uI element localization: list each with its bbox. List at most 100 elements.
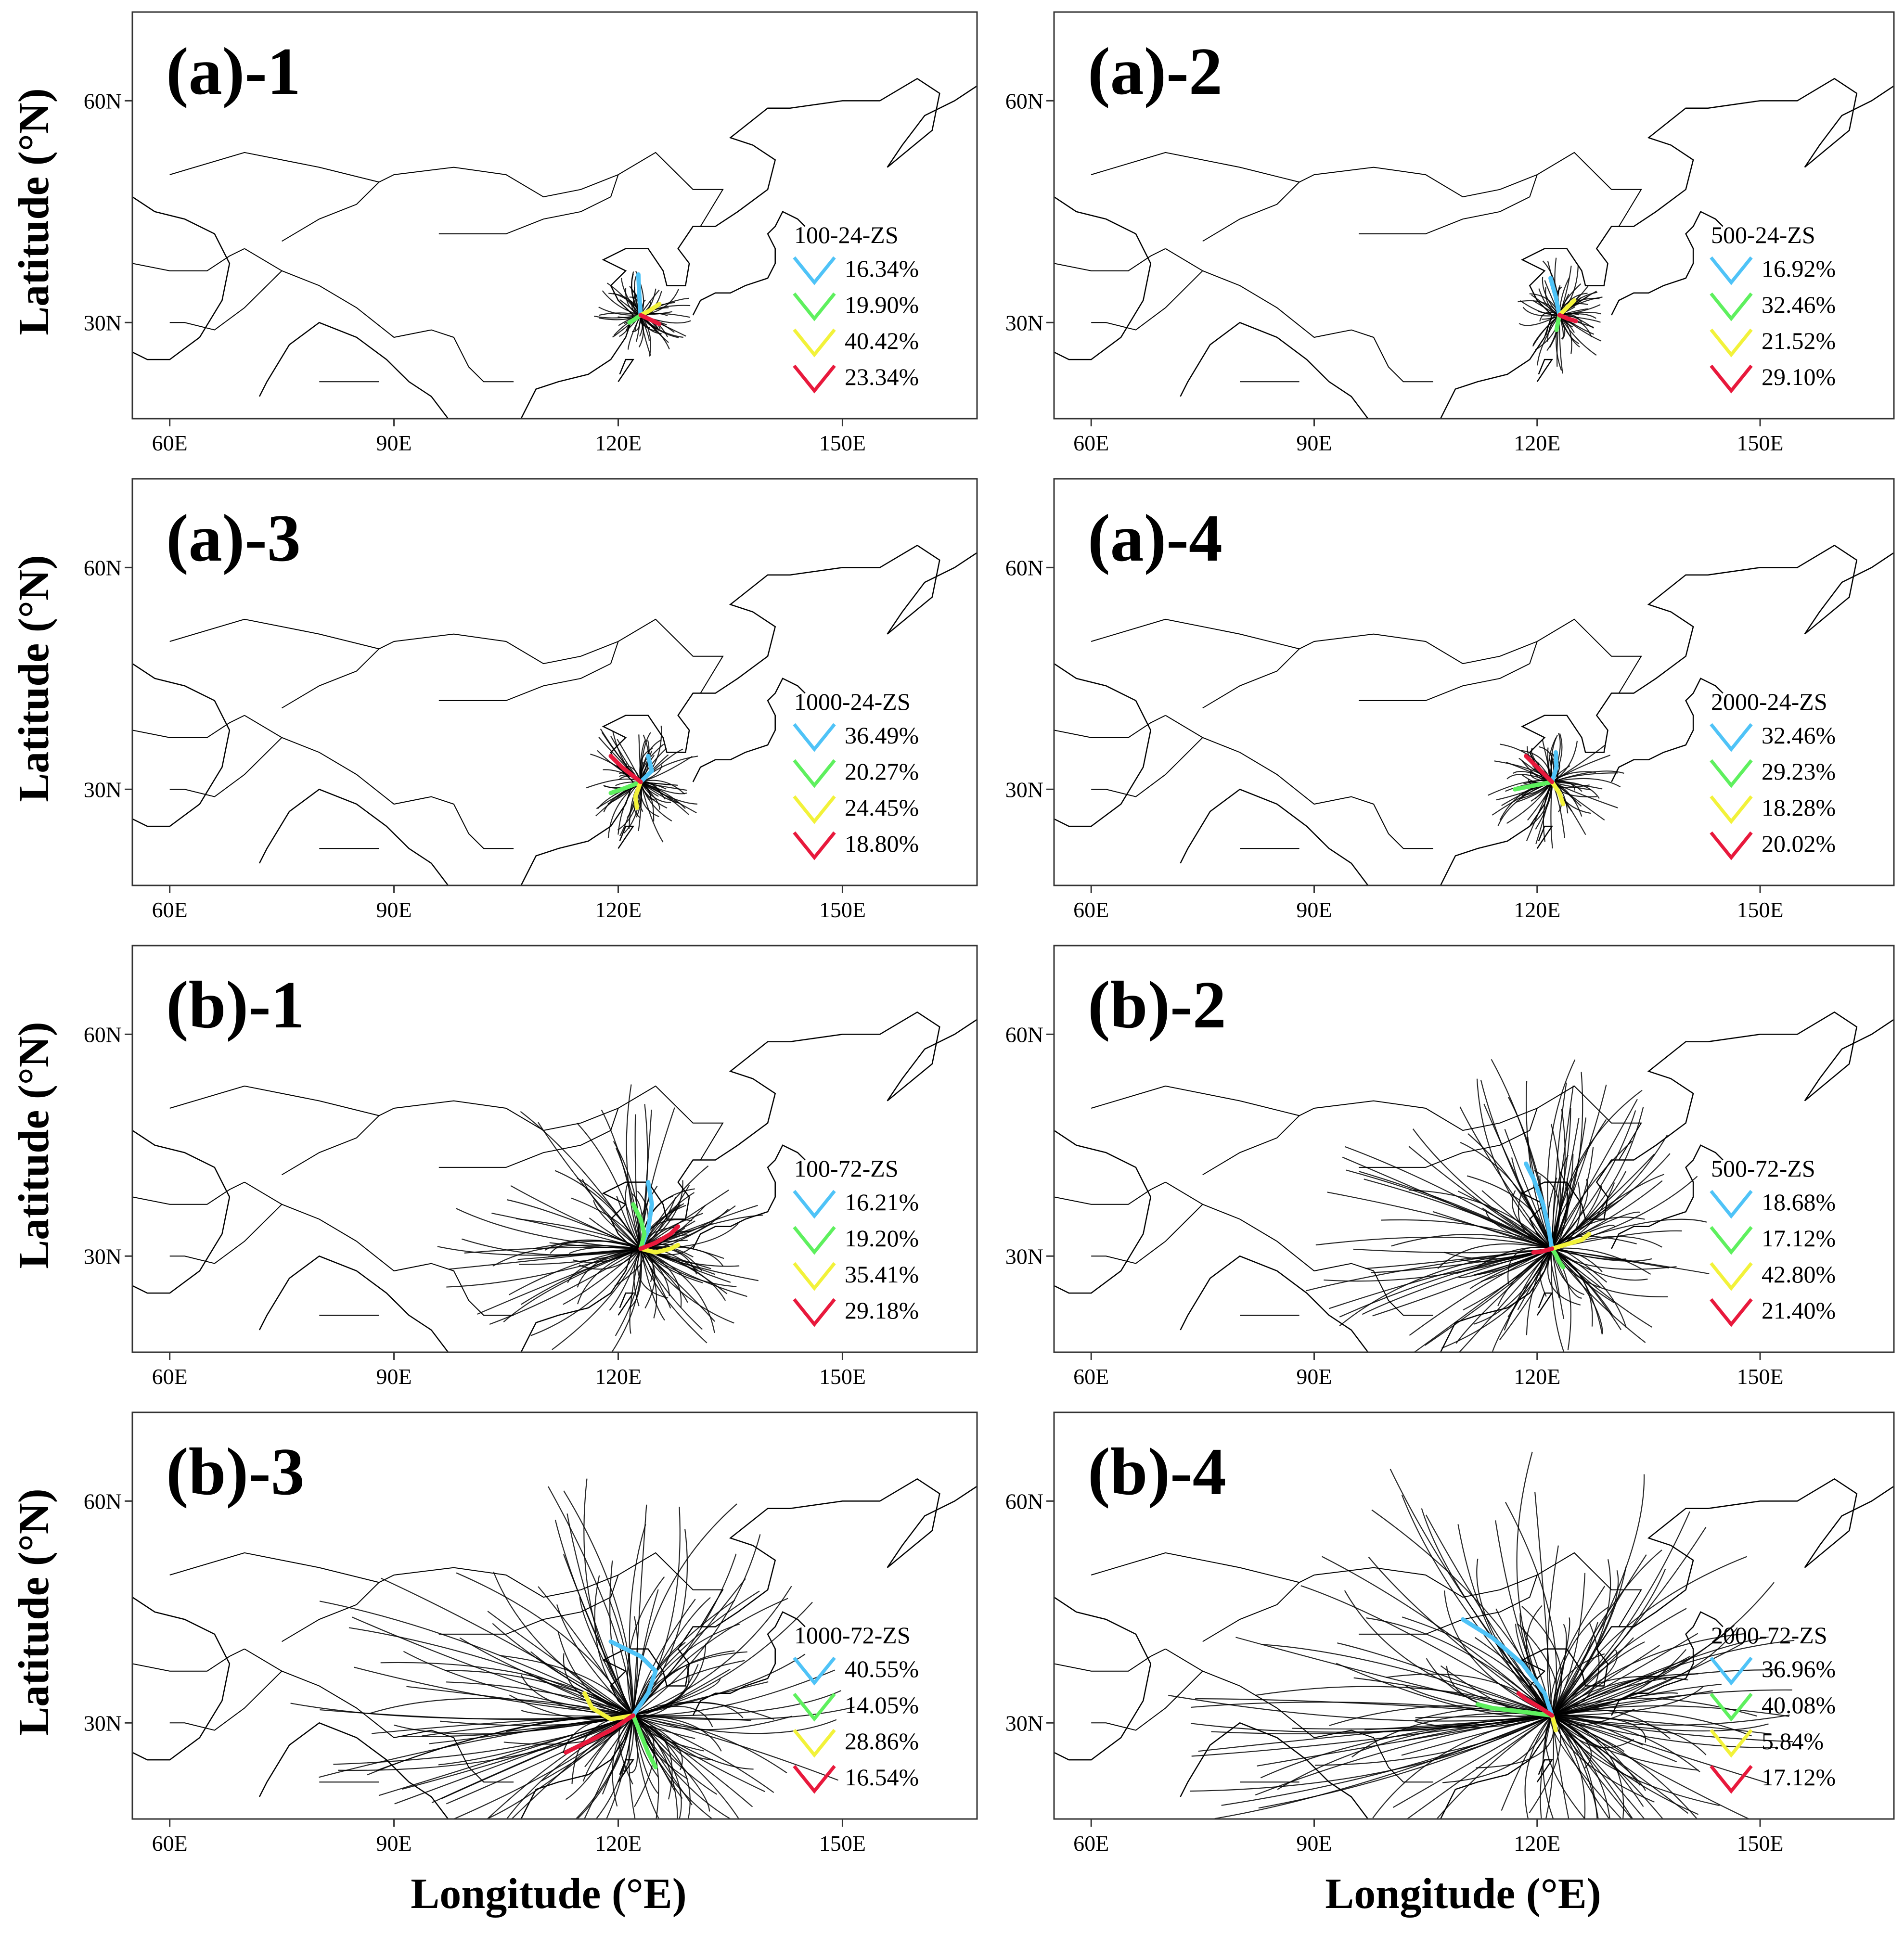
trajectory-line	[552, 1248, 642, 1350]
trajectory-line	[1506, 774, 1553, 782]
legend-entry-2: 29.23%	[1762, 758, 1836, 785]
x-tick-label: 90E	[1296, 897, 1332, 922]
trajectory-line	[593, 314, 641, 319]
trajectory-line	[1551, 1474, 1645, 1716]
trajectory-line	[1552, 1715, 1793, 1742]
trajectory-line	[1324, 1248, 1552, 1282]
trajectory-line	[1552, 1715, 1625, 1752]
japan-coastline	[692, 1611, 806, 1716]
trajectory-line	[626, 1084, 642, 1249]
trajectory-line	[1342, 1156, 1553, 1249]
trajectory-line	[1551, 1171, 1569, 1249]
country-border	[1091, 270, 1203, 331]
country-border	[282, 1582, 380, 1642]
trajectory-line	[633, 1715, 774, 1793]
trajectory-line	[1524, 1715, 1553, 1819]
trajectory-line	[606, 282, 641, 316]
coastline	[1054, 1130, 1152, 1294]
x-tick-label: 60E	[152, 897, 188, 922]
trajectory-line	[1336, 1663, 1552, 1717]
panel-3: 60E 90E 120E 150E 30N 60N (a)-3 1000-24-ZS 36.49…	[84, 478, 978, 922]
cluster-mean-trajectory-1	[1548, 276, 1562, 318]
trajectory-line	[640, 1209, 729, 1249]
legend-swatch-3	[793, 328, 836, 358]
cluster-mean-trajectory-1	[638, 754, 654, 784]
trajectory-line	[633, 1715, 837, 1734]
legend-swatch-3	[793, 1262, 836, 1291]
coastline	[1180, 1478, 1894, 1819]
legend-swatch-2	[1710, 759, 1753, 788]
trajectory-line	[1552, 1715, 1592, 1769]
cluster-mean-trajectory-2	[631, 1202, 647, 1251]
legend-entry-3: 35.41%	[845, 1261, 919, 1288]
taiwan-coastline	[618, 359, 634, 382]
trajectory-line	[1522, 307, 1560, 317]
country-border	[1359, 174, 1538, 234]
trajectory-line	[640, 781, 671, 803]
trajectory-line	[611, 1248, 642, 1352]
coastline	[132, 196, 231, 360]
legend-entry-1: 36.96%	[1762, 1655, 1836, 1682]
country-border	[244, 1181, 514, 1316]
japan-coastline	[692, 211, 806, 316]
cluster-mean-trajectory-1	[1550, 750, 1559, 784]
trajectory-line	[633, 1715, 673, 1800]
trajectory-line	[1552, 1247, 1651, 1275]
trajectory-line	[549, 1242, 641, 1250]
x-tick-label: 120E	[1514, 1364, 1560, 1389]
coastline	[258, 544, 977, 885]
trajectory-line	[1442, 1715, 1553, 1783]
y-tick-label: 60N	[1005, 1489, 1043, 1513]
country-border	[169, 1552, 724, 1627]
legend-title: 1000-24-ZS	[794, 688, 911, 715]
panel-label: (b)-2	[1088, 968, 1226, 1042]
trajectory-line	[640, 781, 689, 815]
trajectory-line	[609, 1248, 642, 1311]
trajectory-line	[1392, 1715, 1553, 1808]
panel-label: (a)-4	[1088, 501, 1222, 576]
trajectory-line	[1551, 1715, 1646, 1819]
panel-frame	[1053, 945, 1895, 1353]
cluster-mean-trajectory-3	[1550, 1231, 1592, 1251]
legend-entry-2: 14.05%	[845, 1691, 919, 1718]
trajectory-line	[638, 315, 644, 347]
cluster-mean-trajectory-3	[1550, 780, 1566, 807]
y-axis-label-row3: Latitude (°N)	[10, 1022, 58, 1268]
trajectory-line	[1256, 1686, 1553, 1716]
country-border	[169, 1670, 283, 1731]
trajectory-line	[632, 1503, 737, 1716]
trajectory-line	[381, 1577, 634, 1716]
x-tick-label: 90E	[376, 431, 412, 455]
trajectory-line	[487, 1611, 634, 1716]
trajectory-line	[1455, 1248, 1553, 1344]
panel-frame	[131, 1411, 978, 1820]
y-tick-label: 60N	[1005, 555, 1043, 580]
legend-entry-1: 32.46%	[1762, 722, 1836, 749]
coastline	[1180, 544, 1894, 885]
trajectory-line	[1459, 1106, 1553, 1249]
coastline	[132, 1597, 231, 1761]
trajectory-line	[633, 1601, 813, 1716]
country-border	[132, 1181, 245, 1205]
trajectory-line	[640, 1248, 688, 1303]
legend-swatch-1	[1710, 1190, 1753, 1219]
trajectory-line	[520, 1674, 633, 1716]
cluster-mean-trajectory-1	[1524, 1161, 1555, 1251]
country-border	[282, 648, 380, 709]
trajectory-line	[640, 1248, 715, 1333]
trajectory-line	[1473, 1248, 1553, 1325]
trajectory-line	[367, 1715, 633, 1776]
trajectory-line	[602, 1715, 634, 1795]
country-border	[169, 1204, 283, 1264]
trajectory-line	[550, 1240, 641, 1254]
coastline	[1054, 663, 1152, 827]
trajectory-line	[640, 1248, 682, 1308]
legend-swatch-2	[1710, 1692, 1753, 1722]
legend-swatch-2	[793, 1692, 836, 1722]
cluster-mean-trajectory-3	[1557, 298, 1577, 318]
trajectory-line	[1551, 1617, 1570, 1716]
japan-coastline	[1611, 211, 1724, 316]
trajectory-line	[598, 307, 641, 316]
y-tick-label: 60N	[84, 1489, 122, 1513]
panel-4: 60E 90E 120E 150E 30N 60N (a)-4 2000-24-ZS 32.46…	[1005, 478, 1895, 922]
